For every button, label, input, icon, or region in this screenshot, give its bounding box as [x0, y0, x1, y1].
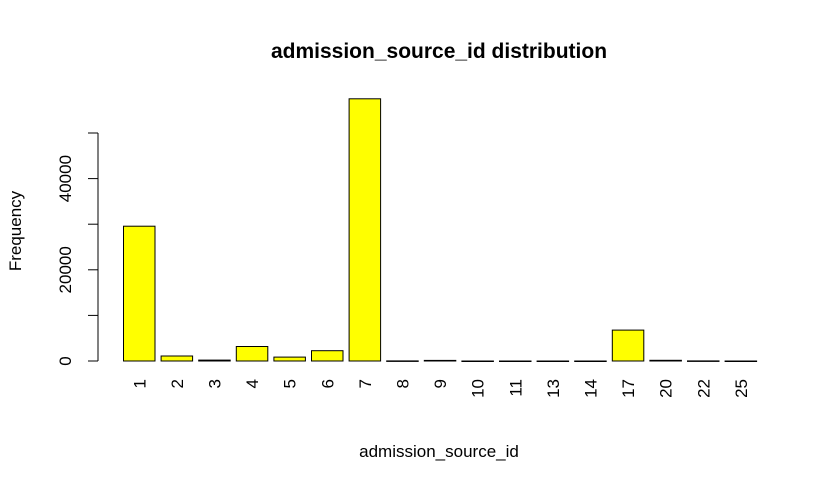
- x-tick-label: 7: [356, 379, 375, 388]
- x-tick-label: 3: [205, 379, 224, 388]
- x-tick-label: 25: [732, 379, 751, 398]
- x-tick-label: 9: [431, 379, 450, 388]
- x-tick-label: 14: [582, 379, 601, 398]
- bar-1: [123, 225, 156, 362]
- bar-13: [536, 360, 570, 362]
- bar-8: [386, 360, 419, 362]
- bar-20: [649, 359, 682, 362]
- bar-2: [160, 355, 194, 362]
- x-axis-label: admission_source_id: [359, 442, 519, 461]
- y-axis: 0 20000 40000: [56, 132, 99, 366]
- x-tick-label: 22: [694, 379, 713, 398]
- x-tick-label: 5: [281, 379, 300, 388]
- bar-25: [724, 360, 758, 362]
- bar-17: [611, 329, 645, 362]
- x-tick-label: 11: [506, 379, 525, 397]
- bar-22: [687, 360, 720, 362]
- x-tick-label: 20: [657, 379, 676, 398]
- x-tick-label: 13: [544, 379, 563, 398]
- bar-6: [311, 350, 344, 362]
- bar-4: [235, 346, 269, 362]
- bar-14: [574, 360, 607, 362]
- y-tick-label: 20000: [56, 246, 75, 293]
- x-tick-label: 8: [393, 379, 412, 388]
- bars: [123, 98, 758, 362]
- bar-3: [198, 359, 231, 362]
- x-tick-label: 17: [619, 379, 638, 398]
- x-tick-label: 6: [318, 379, 337, 388]
- y-tick-label: 40000: [56, 155, 75, 202]
- bar-11: [499, 360, 532, 362]
- bar-7: [348, 98, 382, 362]
- bar-5: [273, 356, 306, 362]
- y-tick-label: 0: [56, 356, 75, 365]
- y-axis-label: Frequency: [6, 190, 25, 271]
- x-tick-label: 10: [469, 379, 488, 398]
- x-tick-label: 1: [130, 379, 149, 388]
- x-tick-label: 2: [168, 379, 187, 388]
- x-axis-tick-labels: 1 2 3 4 5 6 7 8 9 10 11 13 14 17 20 22 25: [130, 379, 751, 398]
- bar-10: [461, 360, 494, 362]
- x-tick-label: 4: [243, 379, 262, 388]
- chart-title: admission_source_id distribution: [271, 40, 607, 63]
- bar-9: [423, 359, 457, 362]
